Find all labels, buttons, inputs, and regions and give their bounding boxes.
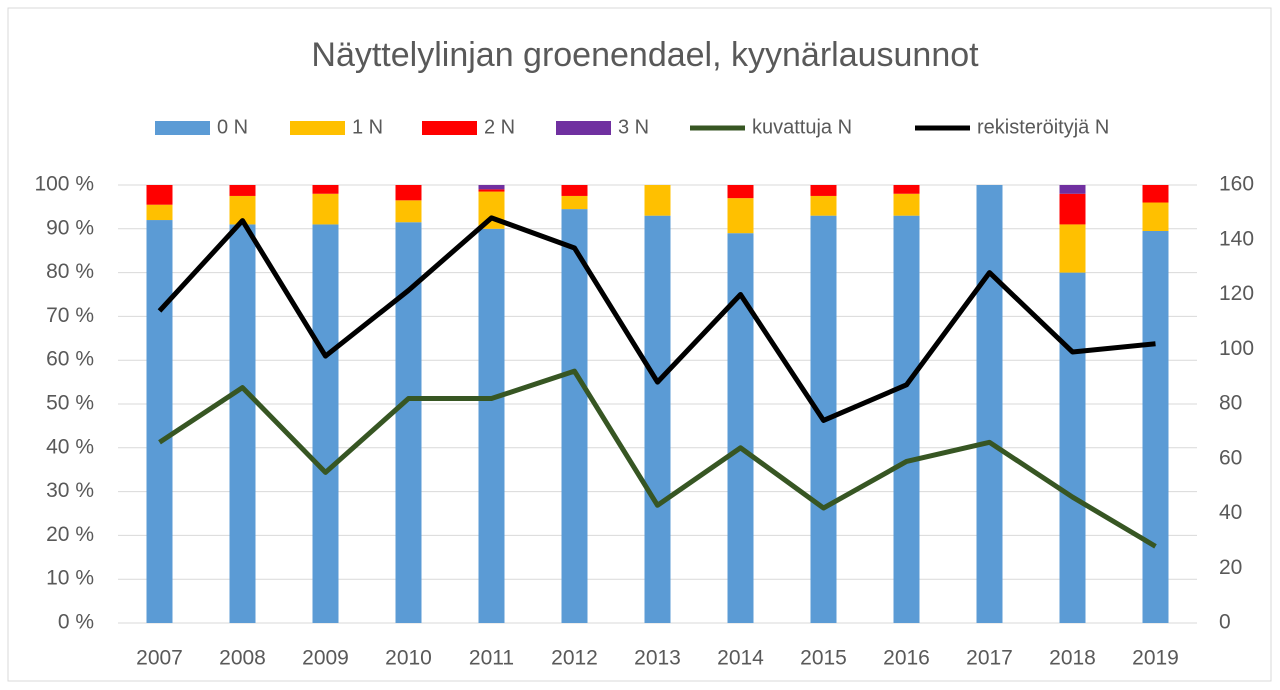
x-tick-label: 2011 [469,647,514,670]
bar-segment [1059,185,1086,194]
x-tick-label: 2018 [1049,647,1096,670]
y2-tick-label: 140 [1219,227,1254,250]
x-tick-label: 2010 [385,647,432,670]
chart-title: Näyttelylinjan groenendael, kyynärlausun… [311,36,979,74]
bar-segment [644,185,671,216]
bar-segment [893,193,920,216]
line-series [157,215,1156,423]
y2-tick-label: 20 [1219,556,1242,579]
bar-segment [312,193,339,225]
legend-swatch [290,121,345,135]
y-tick-label: 20 % [46,523,94,546]
y2-tick-label: 60 [1219,446,1242,469]
y-tick-label: 10 % [46,567,94,590]
bar-segment [1142,185,1169,203]
legend-swatch [556,121,611,135]
bar-segment [644,215,671,623]
bar-segment [229,185,256,196]
x-tick-label: 2008 [219,647,266,670]
legend-label: kuvattuja N [752,116,852,138]
bar-segment [561,185,588,196]
y2-tick-label: 160 [1219,173,1254,196]
y-tick-label: 40 % [46,435,94,458]
x-tick-label: 2016 [883,647,930,670]
bar-segment [478,185,505,190]
bar-segment [312,224,339,624]
bar-segment [146,204,173,221]
bar-segment [395,185,422,201]
bar-segment [810,195,837,216]
bar-segment [395,200,422,223]
bar-segment [727,185,754,199]
x-tick-label: 2009 [302,647,349,670]
bar-segment [1059,224,1086,273]
legend-label: 2 N [484,116,515,138]
bar-segment [976,185,1003,623]
legend-swatch [155,121,210,135]
x-tick-label: 2015 [800,647,847,670]
y-tick-label: 90 % [46,216,94,239]
y2-tick-label: 0 [1219,611,1231,634]
y-tick-label: 0 % [58,611,94,634]
y2-tick-label: 80 [1219,392,1242,415]
x-tick-label: 2012 [551,647,598,670]
bar-segment [1142,202,1169,231]
bar-segment [810,185,837,196]
bar-segment [561,195,588,210]
bar-segment [146,220,173,624]
y2-tick-label: 100 [1219,337,1254,360]
bar-segment [146,185,173,205]
bar-segment [727,198,754,234]
bar-segment [561,209,588,623]
bar-segment [1059,193,1086,225]
legend-label: 1 N [352,116,383,138]
bar-segment [893,185,920,194]
bar-segment [1059,272,1086,623]
y-tick-label: 70 % [46,304,94,327]
y2-tick-label: 40 [1219,501,1242,524]
legend-label: 3 N [618,116,649,138]
legend-label: rekisteröityjä N [977,116,1109,138]
x-tick-label: 2019 [1132,647,1179,670]
y-tick-label: 80 % [46,260,94,283]
y-tick-label: 60 % [46,348,94,371]
y-tick-label: 50 % [46,392,94,415]
y-tick-label: 30 % [46,479,94,502]
bar-segment [312,185,339,194]
x-tick-label: 2013 [634,647,681,670]
bar-segment [1142,230,1169,624]
bar-segment [893,215,920,623]
bar-segment [229,224,256,624]
y-tick-label: 100 % [34,173,94,196]
x-tick-label: 2017 [966,647,1013,670]
legend-label: 0 N [217,116,248,138]
x-tick-label: 2007 [136,647,183,670]
bar-segment [478,228,505,624]
y2-tick-label: 120 [1219,282,1254,305]
bar-segment [478,189,505,192]
line-series [158,368,1157,549]
x-tick-label: 2014 [717,647,764,670]
bar-segment [727,233,754,623]
legend-swatch [422,121,477,135]
